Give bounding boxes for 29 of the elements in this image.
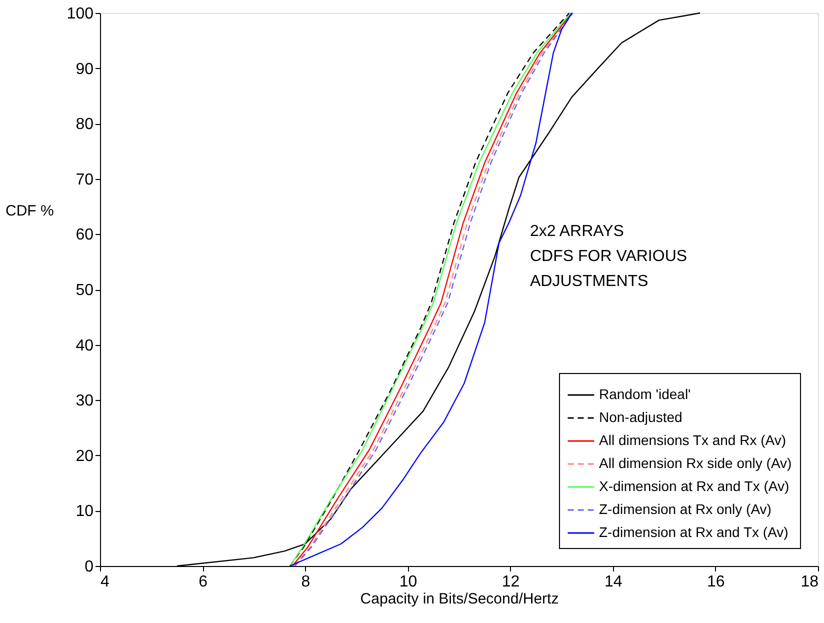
- legend-label: All dimensions Tx and Rx (Av): [599, 432, 786, 448]
- legend-label: Z-dimension at Rx and Tx (Av): [599, 524, 788, 540]
- x-tick-label: 4: [100, 574, 110, 590]
- y-tick-label: 10: [76, 503, 94, 520]
- legend-label: All dimension Rx side only (Av): [599, 455, 792, 471]
- legend-label: Z-dimension at Rx only (Av): [599, 501, 772, 517]
- y-tick-label: 50: [76, 282, 94, 299]
- x-tick-label: 14: [604, 574, 622, 590]
- y-tick-label: 60: [76, 226, 94, 244]
- annotation: 2x2 ARRAYS CDFS FOR VARIOUS ADJUSTMENTS: [530, 223, 688, 290]
- x-tick-label: 12: [502, 574, 520, 590]
- x-tick-label: 18: [800, 574, 819, 590]
- y-tick-label: 0: [84, 558, 94, 576]
- y-tick-label: 30: [76, 392, 94, 410]
- x-tick-label: 16: [707, 574, 725, 590]
- y-tick-label: 80: [76, 116, 94, 134]
- legend-label: X-dimension at Rx and Tx (Av): [599, 478, 790, 494]
- legend-label: Non-adjusted: [599, 409, 682, 425]
- y-tick-label: 100: [66, 6, 94, 22]
- y-tick-label: 20: [76, 448, 94, 465]
- y-tick-label: 90: [76, 60, 94, 78]
- y-axis-title: CDF %: [6, 202, 54, 220]
- x-tick-label: 6: [198, 574, 208, 590]
- y-tick-label: 70: [76, 171, 94, 188]
- y-tick-label: 40: [76, 337, 94, 354]
- x-tick-label: 10: [399, 574, 418, 590]
- legend-label: Random 'ideal': [599, 386, 691, 402]
- x-tick-label: 8: [301, 574, 310, 590]
- x-axis-title: Capacity in Bits/Second/Hertz: [360, 590, 559, 608]
